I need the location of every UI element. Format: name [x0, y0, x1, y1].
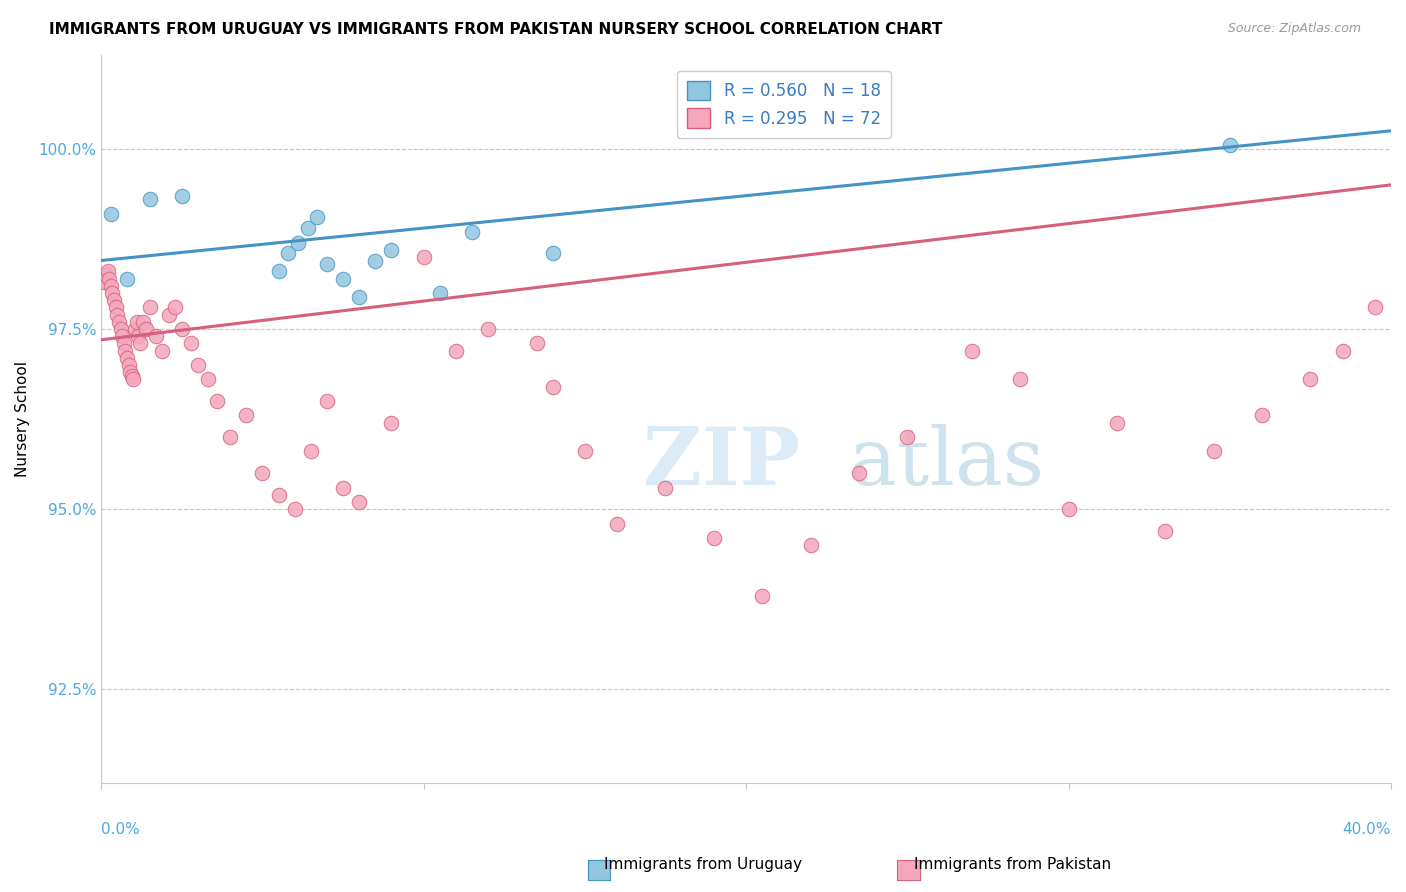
Point — [1202, 444, 1225, 458]
Text: ZIP: ZIP — [643, 424, 800, 501]
Point — [157, 308, 180, 322]
Point — [477, 322, 499, 336]
Point — [654, 481, 676, 495]
Point — [121, 368, 143, 383]
Point — [461, 225, 484, 239]
Point — [1154, 524, 1177, 538]
Point — [127, 329, 149, 343]
Point — [187, 358, 209, 372]
Point — [1057, 502, 1080, 516]
Point — [125, 315, 148, 329]
Point — [108, 315, 131, 329]
Text: Immigrants from Uruguay: Immigrants from Uruguay — [605, 857, 801, 872]
Point — [138, 192, 160, 206]
Y-axis label: Nursery School: Nursery School — [15, 361, 30, 477]
Point — [124, 322, 146, 336]
Point — [277, 246, 299, 260]
Point — [1105, 416, 1128, 430]
Point — [98, 271, 121, 285]
Point — [574, 444, 596, 458]
Point — [299, 444, 322, 458]
Point — [606, 516, 628, 531]
Point — [703, 531, 725, 545]
Point — [380, 416, 402, 430]
Point — [170, 322, 193, 336]
Point — [115, 271, 138, 285]
Point — [94, 268, 117, 282]
Text: atlas: atlas — [849, 424, 1045, 501]
Point — [267, 264, 290, 278]
Point — [138, 301, 160, 315]
Point — [1299, 372, 1322, 386]
Point — [93, 275, 115, 289]
Text: Immigrants from Pakistan: Immigrants from Pakistan — [914, 857, 1111, 872]
Point — [117, 358, 139, 372]
Point — [103, 293, 125, 307]
Point — [252, 466, 274, 480]
Point — [751, 589, 773, 603]
Point — [170, 188, 193, 202]
Point — [97, 264, 120, 278]
Point — [165, 301, 187, 315]
Point — [896, 430, 918, 444]
Point — [105, 308, 128, 322]
Point — [235, 409, 257, 423]
Point — [541, 246, 564, 260]
Point — [115, 351, 138, 365]
Point — [1251, 409, 1274, 423]
Point — [132, 315, 155, 329]
Point — [429, 285, 451, 300]
Point — [114, 343, 136, 358]
Point — [1364, 301, 1386, 315]
Point — [526, 336, 548, 351]
Point — [135, 322, 157, 336]
Point — [128, 336, 150, 351]
Point — [110, 322, 132, 336]
Point — [207, 394, 229, 409]
Point — [332, 481, 354, 495]
Point — [104, 301, 127, 315]
Point — [444, 343, 467, 358]
Point — [122, 372, 145, 386]
Point — [180, 336, 202, 351]
Point — [316, 257, 339, 271]
Point — [541, 379, 564, 393]
Text: 40.0%: 40.0% — [1343, 822, 1391, 837]
Point — [297, 221, 319, 235]
Point — [112, 336, 135, 351]
Point — [145, 329, 167, 343]
Point — [347, 289, 370, 303]
Legend: R = 0.560   N = 18, R = 0.295   N = 72: R = 0.560 N = 18, R = 0.295 N = 72 — [678, 70, 891, 137]
Text: IMMIGRANTS FROM URUGUAY VS IMMIGRANTS FROM PAKISTAN NURSERY SCHOOL CORRELATION C: IMMIGRANTS FROM URUGUAY VS IMMIGRANTS FR… — [49, 22, 942, 37]
Point — [101, 285, 124, 300]
Point — [307, 211, 329, 225]
Point — [1219, 138, 1241, 153]
Point — [412, 250, 434, 264]
Point — [284, 502, 307, 516]
Point — [800, 538, 823, 552]
Point — [960, 343, 983, 358]
Point — [120, 365, 142, 379]
Point — [267, 488, 290, 502]
Point — [100, 207, 122, 221]
Point — [197, 372, 219, 386]
Point — [332, 271, 354, 285]
Point — [219, 430, 242, 444]
Text: 0.0%: 0.0% — [101, 822, 141, 837]
Point — [1010, 372, 1032, 386]
Point — [152, 343, 174, 358]
Point — [1396, 271, 1406, 285]
Point — [316, 394, 339, 409]
Point — [287, 235, 309, 250]
Point — [347, 495, 370, 509]
Point — [1331, 343, 1354, 358]
Point — [111, 329, 134, 343]
Point — [100, 278, 122, 293]
Point — [380, 243, 402, 257]
Point — [848, 466, 870, 480]
Point — [364, 253, 387, 268]
Text: Source: ZipAtlas.com: Source: ZipAtlas.com — [1227, 22, 1361, 36]
